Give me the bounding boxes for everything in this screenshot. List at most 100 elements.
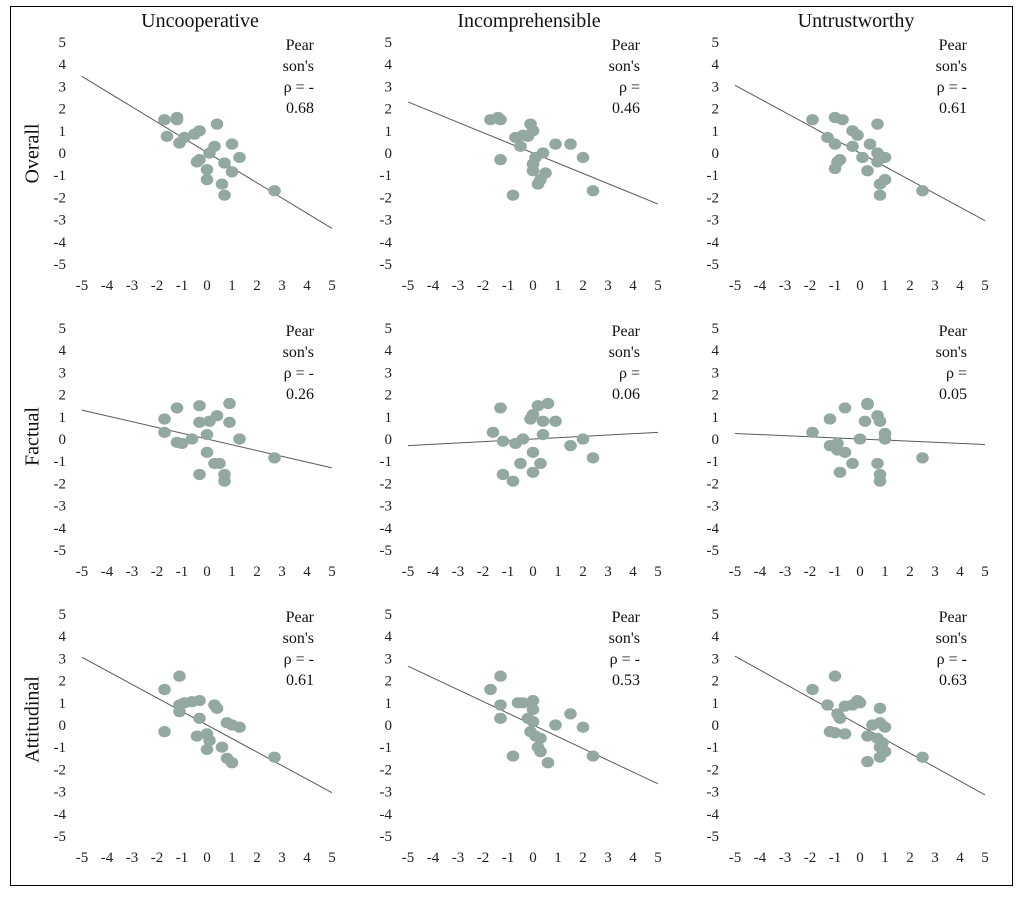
x-tick-label: 2 xyxy=(906,850,914,866)
x-tick-label: 3 xyxy=(604,850,612,866)
x-tick-label: -5 xyxy=(402,564,415,580)
y-tick-label: 1 xyxy=(385,696,393,712)
x-tick-label: 3 xyxy=(931,850,939,866)
correlation-annotation-line: son's xyxy=(609,58,640,75)
correlation-annotation-line: 0.61 xyxy=(939,100,967,117)
x-tick-label: -1 xyxy=(829,278,842,294)
x-tick-label: 0 xyxy=(529,278,537,294)
x-tick-label: 0 xyxy=(203,850,211,866)
data-point xyxy=(158,426,171,438)
data-point xyxy=(494,402,507,414)
data-point xyxy=(190,156,204,168)
y-tick-label: 2 xyxy=(59,388,67,404)
data-point xyxy=(873,475,887,487)
x-tick-label: -3 xyxy=(779,564,792,580)
correlation-annotation-line: 0.68 xyxy=(286,100,314,117)
x-tick-label: 5 xyxy=(654,564,662,580)
x-tick-label: -3 xyxy=(452,850,465,866)
x-tick-label: -5 xyxy=(76,278,89,294)
data-point xyxy=(916,751,929,763)
x-tick-label: -4 xyxy=(427,278,440,294)
data-point xyxy=(496,435,510,447)
y-tick-label: -1 xyxy=(707,740,720,756)
data-point xyxy=(203,734,216,747)
y-tick-label: 4 xyxy=(712,57,720,73)
correlation-annotation-line: 0.53 xyxy=(612,672,640,689)
x-tick-label: 0 xyxy=(856,564,864,580)
x-tick-label: -5 xyxy=(76,564,89,580)
y-tick-label: -2 xyxy=(380,762,393,778)
data-point xyxy=(564,708,577,720)
y-tick-label: -3 xyxy=(380,499,393,515)
y-tick-label: -5 xyxy=(54,829,67,845)
correlation-annotation-line: ρ = xyxy=(946,365,967,382)
x-tick-label: 5 xyxy=(981,850,989,866)
trend-line xyxy=(81,656,333,794)
data-point xyxy=(916,185,929,197)
data-point xyxy=(158,114,171,126)
data-point xyxy=(526,703,540,716)
y-tick-label: -4 xyxy=(707,235,720,251)
y-tick-label: 0 xyxy=(59,718,67,734)
data-point xyxy=(158,726,171,738)
y-tick-label: 0 xyxy=(59,146,67,162)
x-tick-label: 1 xyxy=(881,564,889,580)
y-tick-label: -5 xyxy=(380,829,393,845)
y-tick-label: 3 xyxy=(712,651,720,667)
correlation-annotation-line: 0.46 xyxy=(612,100,640,117)
data-point xyxy=(564,440,577,452)
data-point xyxy=(861,756,874,768)
data-point xyxy=(193,400,206,412)
data-point xyxy=(200,428,214,441)
y-tick-label: -3 xyxy=(707,499,720,515)
y-tick-label: -1 xyxy=(380,740,393,756)
data-point xyxy=(193,694,206,707)
y-tick-label: -3 xyxy=(54,499,67,515)
data-point xyxy=(223,397,236,410)
correlation-annotation-line: ρ = xyxy=(619,79,640,96)
scatter-plot-attitudinal-incomprehensible: 5 4 3 2 1 0 -1 -2 -3 -4 -5 -5 -4 -3 -2 -1 0 1 2 3 4 5 Pear son'… xyxy=(380,607,662,866)
y-tick-label: 4 xyxy=(712,629,720,645)
data-point xyxy=(484,683,497,696)
y-tick-label: -4 xyxy=(54,235,67,251)
data-point xyxy=(823,413,837,425)
data-point xyxy=(586,750,600,762)
data-point xyxy=(828,727,842,739)
data-point xyxy=(856,151,869,164)
y-tick-label: 5 xyxy=(385,321,393,337)
data-point xyxy=(531,400,545,412)
x-tick-label: 4 xyxy=(303,850,311,866)
x-tick-label: -2 xyxy=(151,850,164,866)
y-tick-label: 1 xyxy=(385,124,393,140)
scatter-plot-factual-incomprehensible: 5 4 3 2 1 0 -1 -2 -3 -4 -5 -5 -4 -3 -2 -1 0 1 2 3 4 5 Pear son'… xyxy=(380,321,662,580)
data-point xyxy=(806,426,819,438)
data-point xyxy=(541,757,555,769)
correlation-annotation-line: son's xyxy=(609,630,640,647)
y-tick-label: 0 xyxy=(712,718,720,734)
data-point xyxy=(200,446,214,458)
data-point xyxy=(218,475,231,487)
x-tick-label: 3 xyxy=(278,564,286,580)
x-tick-label: 1 xyxy=(554,564,562,580)
x-tick-label: 0 xyxy=(203,564,211,580)
column-title-untrustworthy: Untrustworthy xyxy=(797,10,915,32)
x-tick-label: -3 xyxy=(452,278,465,294)
x-tick-label: -3 xyxy=(779,278,792,294)
y-tick-label: -1 xyxy=(707,168,720,184)
x-tick-label: -2 xyxy=(804,278,817,294)
correlation-annotation-line: son's xyxy=(609,344,640,361)
x-tick-label: 5 xyxy=(981,564,989,580)
y-tick-label: -5 xyxy=(54,257,67,273)
x-tick-label: 5 xyxy=(328,564,336,580)
correlation-annotation-line: ρ = - xyxy=(937,79,967,96)
figure-frame xyxy=(10,6,1013,886)
x-tick-label: -5 xyxy=(729,850,742,866)
x-tick-label: -4 xyxy=(754,850,767,866)
y-tick-label: 2 xyxy=(385,674,393,690)
data-point xyxy=(223,416,236,428)
scatter-plot-overall-incomprehensible: 5 4 3 2 1 0 -1 -2 -3 -4 -5 -5 -4 -3 -2 -1 0 1 2 3 4 5 Pear son'… xyxy=(380,35,662,294)
y-tick-label: 1 xyxy=(385,410,393,426)
data-point xyxy=(878,433,892,445)
y-tick-label: 3 xyxy=(59,365,67,381)
data-point xyxy=(173,706,186,718)
